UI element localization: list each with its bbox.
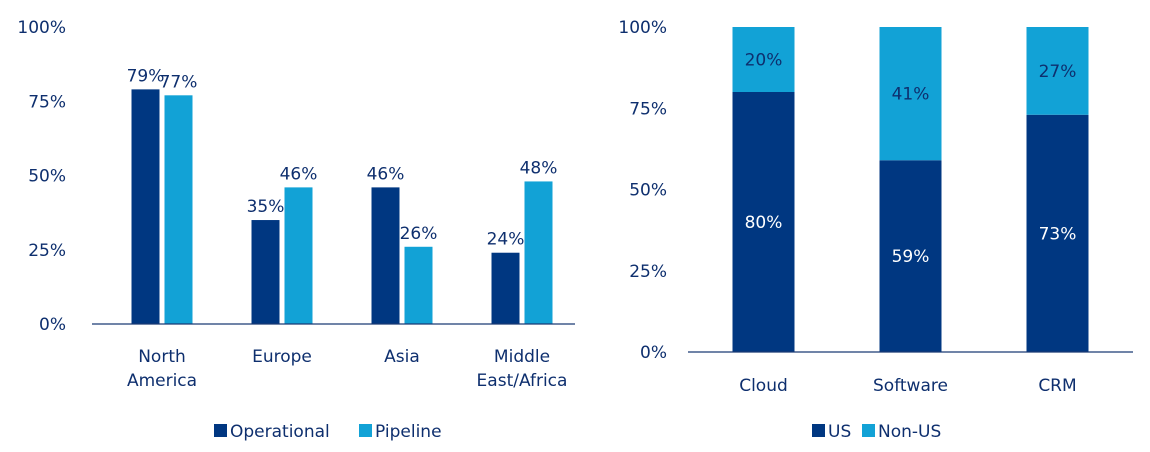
legend-swatch-us <box>812 424 825 437</box>
data-label: 73% <box>1039 224 1077 244</box>
data-label: 77% <box>160 72 198 92</box>
bar-pipeline-3 <box>524 181 553 324</box>
data-label: 41% <box>892 85 930 105</box>
legend-label: US <box>828 422 851 442</box>
y-tick-label: 0% <box>39 315 66 335</box>
y-tick-label: 50% <box>28 167 66 187</box>
y-tick-label: 25% <box>28 241 66 261</box>
y-tick-label: 50% <box>629 181 667 201</box>
y-tick-label: 100% <box>618 18 667 38</box>
category-label: East/Africa <box>477 371 568 391</box>
category-label: Europe <box>252 347 312 367</box>
data-label: 35% <box>247 197 285 217</box>
data-label: 24% <box>487 230 525 250</box>
legend-swatch-pipeline <box>359 424 372 437</box>
bar-us-1 <box>879 160 942 352</box>
bar-pipeline-1 <box>284 187 313 324</box>
bar-operational-2 <box>371 187 400 324</box>
legend-label: Non-US <box>878 422 941 442</box>
legend-label: Operational <box>230 422 330 442</box>
y-tick-label: 25% <box>629 262 667 282</box>
category-label: Cloud <box>739 376 788 396</box>
legend-swatch-non-us <box>862 424 875 437</box>
data-label: 79% <box>127 66 165 86</box>
data-label: 27% <box>1039 62 1077 82</box>
data-label: 48% <box>520 158 558 178</box>
y-tick-label: 75% <box>629 99 667 119</box>
bar-non-us-1 <box>879 27 942 161</box>
data-label: 59% <box>892 247 930 267</box>
bar-operational-0 <box>131 89 160 325</box>
bar-non-us-0 <box>732 27 795 92</box>
data-label: 80% <box>745 213 783 233</box>
data-label: 26% <box>400 224 438 244</box>
bar-non-us-2 <box>1026 27 1089 115</box>
bar-operational-3 <box>491 252 520 324</box>
bar-operational-1 <box>251 220 280 324</box>
category-label: North <box>138 347 186 367</box>
data-label: 20% <box>745 51 783 71</box>
legend-label: Pipeline <box>375 422 442 442</box>
bar-us-2 <box>1026 114 1089 352</box>
data-label: 46% <box>367 164 405 184</box>
bar-pipeline-2 <box>404 246 433 324</box>
category-label: Asia <box>384 347 420 367</box>
bar-pipeline-0 <box>164 95 193 324</box>
y-tick-label: 0% <box>640 343 667 363</box>
data-label: 46% <box>280 164 318 184</box>
category-label: America <box>127 371 197 391</box>
y-tick-label: 75% <box>28 92 66 112</box>
category-label: Software <box>873 376 948 396</box>
category-label: Middle <box>494 347 550 367</box>
legend-swatch-operational <box>214 424 227 437</box>
bar-us-0 <box>732 92 795 352</box>
category-label: CRM <box>1038 376 1076 396</box>
y-tick-label: 100% <box>17 18 66 38</box>
